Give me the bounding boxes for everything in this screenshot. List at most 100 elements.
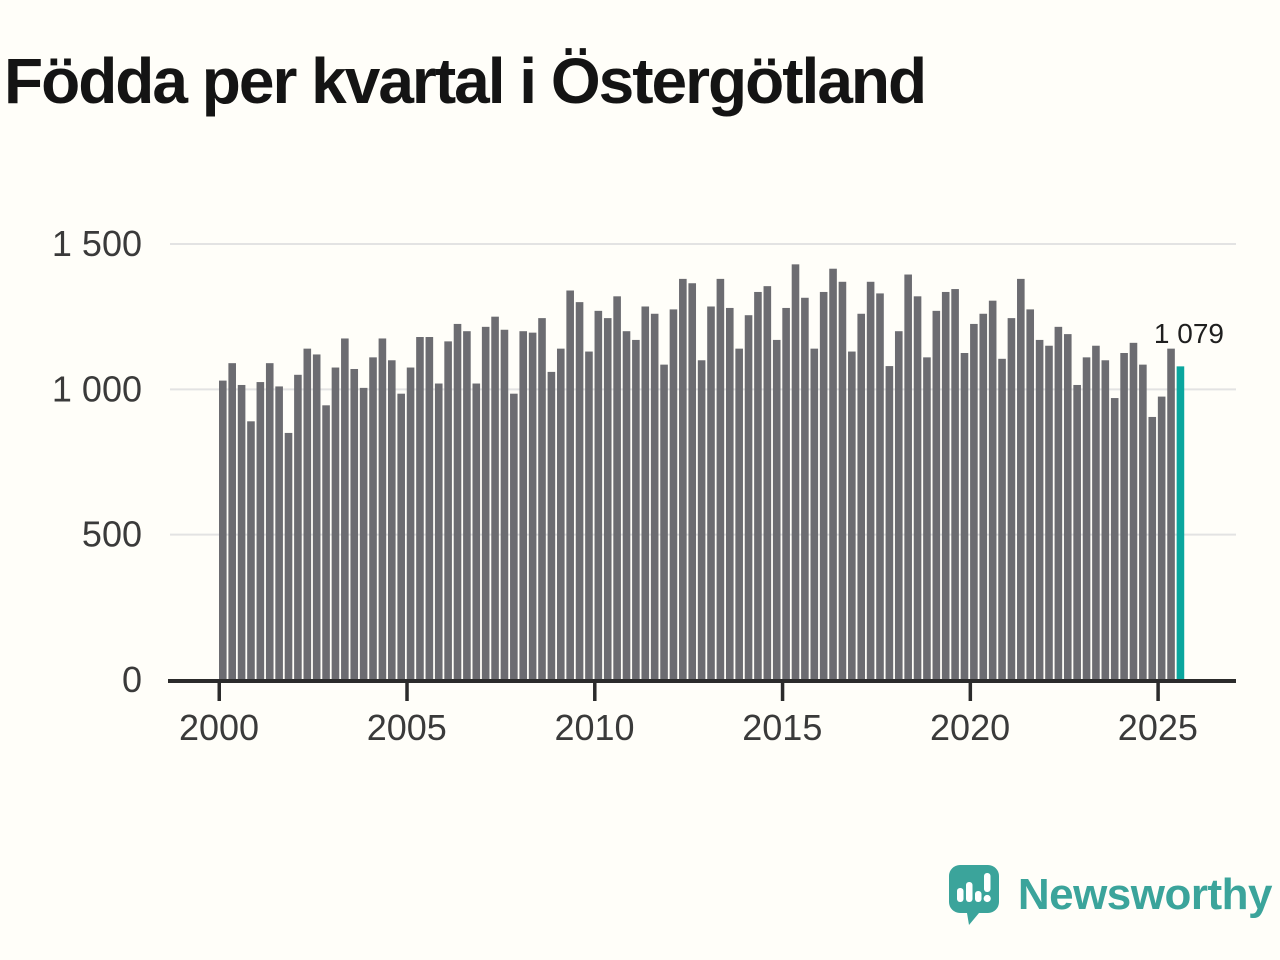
last-value-label: 1 079: [1154, 318, 1224, 349]
bar-2023-Q3: [1101, 360, 1110, 680]
bar-2009-Q4: [585, 351, 593, 680]
bar-2017-Q2: [866, 281, 875, 680]
bar-2010-Q1: [594, 310, 603, 680]
bar-2020-Q3: [988, 300, 997, 680]
x-tick-2010: [593, 683, 597, 701]
bar-2013-Q3: [725, 307, 734, 680]
newsworthy-logo: Newsworthy: [948, 864, 1273, 926]
bar-2003-Q4: [359, 387, 368, 680]
bar-2006-Q2: [453, 323, 462, 680]
bar-2022-Q4: [1073, 384, 1081, 680]
bar-2020-Q1: [970, 323, 978, 680]
bar-2016-Q4: [848, 351, 856, 680]
bar-2015-Q3: [801, 297, 809, 680]
bar-2015-Q4: [810, 348, 819, 680]
x-tick-2020: [968, 683, 973, 701]
bar-2012-Q2: [679, 278, 687, 680]
bar-2023-Q2: [1092, 345, 1100, 680]
bar-2001-Q3: [275, 386, 283, 680]
bar-2004-Q4: [397, 393, 405, 680]
bar-2011-Q3: [650, 313, 659, 680]
newsworthy-speech-bubble-chart-icon: [948, 865, 999, 925]
bar-2022-Q1: [1045, 345, 1053, 680]
bar-2013-Q2: [716, 278, 725, 680]
bar-2016-Q1: [819, 291, 828, 680]
bar-2001-Q2: [265, 363, 274, 680]
bar-2019-Q3: [951, 289, 959, 680]
bar-2021-Q2: [1017, 278, 1025, 680]
bar-2005-Q4: [434, 383, 443, 680]
bar-2013-Q1: [707, 306, 715, 680]
bar-2019-Q1: [932, 310, 941, 680]
bar-2002-Q3: [312, 354, 321, 680]
bar-2000-Q4: [247, 421, 255, 680]
bar-2014-Q4: [772, 339, 781, 680]
bar-2007-Q4: [510, 393, 518, 680]
x-axis-line: [168, 679, 1236, 683]
bar-2022-Q3: [1063, 334, 1072, 680]
bar-2019-Q4: [960, 353, 969, 680]
bar-2018-Q2: [904, 274, 912, 680]
bar-2010-Q3: [613, 296, 621, 680]
bar-2010-Q4: [622, 331, 631, 680]
bar-2021-Q4: [1035, 339, 1044, 680]
bar-2005-Q3: [425, 337, 434, 680]
bar-2015-Q1: [782, 307, 790, 680]
bar-2006-Q1: [444, 341, 452, 680]
bar-2006-Q3: [463, 331, 471, 680]
bar-2011-Q1: [632, 339, 640, 680]
bar-2003-Q2: [341, 338, 349, 680]
y-tick-label-1000: 1 000: [52, 368, 142, 409]
bar-2025-Q2: [1167, 348, 1175, 680]
bar-2007-Q2: [491, 316, 499, 680]
bar-2013-Q4: [735, 348, 743, 680]
x-tick-2025: [1156, 683, 1160, 701]
bar-2004-Q1: [369, 357, 377, 680]
x-tick-label-2015: 2015: [742, 707, 822, 748]
bar-2020-Q4: [998, 358, 1006, 680]
highlighted-bar-2025-Q3: [1176, 366, 1185, 680]
bar-2007-Q3: [500, 329, 509, 680]
bar-2009-Q3: [575, 302, 584, 680]
bar-2012-Q3: [688, 283, 697, 680]
x-tick-label-2020: 2020: [930, 707, 1010, 748]
bar-2020-Q2: [979, 313, 988, 680]
bar-2011-Q2: [641, 306, 650, 680]
bar-2018-Q3: [913, 296, 922, 680]
x-tick-label-2025: 2025: [1118, 707, 1198, 748]
x-tick-2000: [217, 683, 221, 701]
bar-2014-Q2: [754, 291, 762, 680]
bar-2011-Q4: [660, 364, 668, 680]
bar-2008-Q2: [528, 332, 537, 680]
bar-2010-Q2: [603, 318, 612, 680]
bar-2004-Q2: [378, 338, 387, 680]
bar-2009-Q2: [566, 290, 574, 680]
x-tick-label-2010: 2010: [554, 707, 634, 748]
bar-2009-Q1: [556, 348, 565, 680]
bar-2015-Q2: [791, 264, 800, 680]
x-tick-2015: [780, 683, 785, 701]
bar-2002-Q4: [322, 405, 330, 680]
bar-2003-Q3: [350, 368, 359, 680]
bar-2021-Q1: [1007, 318, 1016, 680]
bar-2016-Q3: [838, 281, 847, 680]
bar-2005-Q1: [406, 367, 415, 680]
bar-2023-Q4: [1110, 398, 1119, 680]
y-tick-label-1500: 1 500: [52, 223, 142, 264]
bar-2022-Q2: [1054, 326, 1063, 680]
bar-2019-Q2: [941, 291, 950, 680]
bar-2017-Q1: [857, 313, 866, 680]
bar-2006-Q4: [472, 383, 481, 680]
newsworthy-wordmark: Newsworthy: [1017, 870, 1273, 919]
bar-2002-Q1: [294, 374, 302, 680]
bar-2024-Q3: [1139, 364, 1147, 680]
bar-2000-Q3: [237, 384, 246, 680]
bar-2016-Q2: [829, 268, 837, 680]
bar-2024-Q1: [1120, 353, 1128, 680]
bar-2014-Q3: [763, 286, 772, 680]
x-tick-label-2000: 2000: [179, 707, 259, 748]
bar-2012-Q4: [697, 360, 706, 680]
bar-2024-Q2: [1129, 342, 1138, 680]
